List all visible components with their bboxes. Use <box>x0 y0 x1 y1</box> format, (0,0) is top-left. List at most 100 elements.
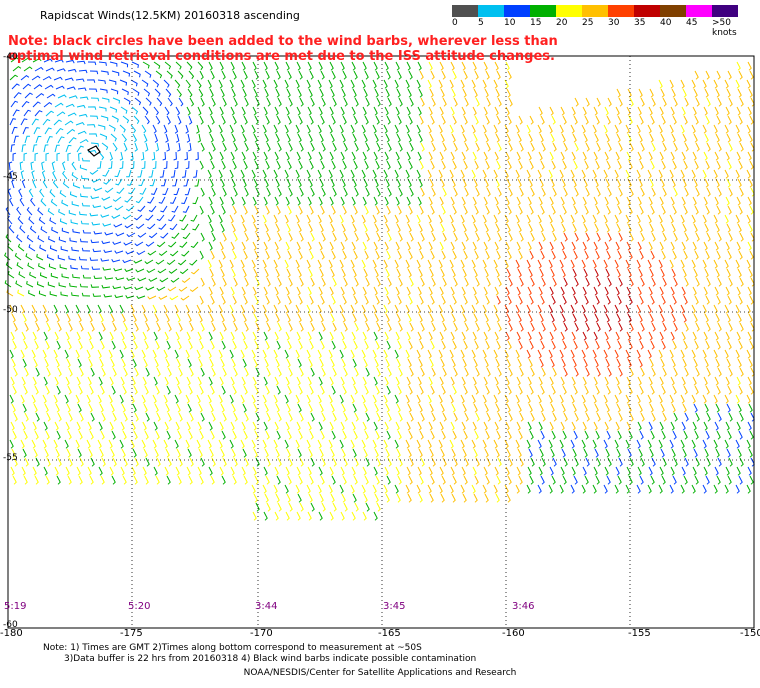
wind-barb <box>67 475 72 485</box>
wind-barb <box>265 115 270 125</box>
wind-barb <box>584 340 589 350</box>
wind-barb <box>439 286 444 296</box>
wind-barb <box>251 439 256 449</box>
wind-barb <box>409 412 414 422</box>
wind-barb <box>449 439 454 449</box>
wind-barb <box>97 394 102 404</box>
wind-barb <box>419 160 424 170</box>
wind-barb <box>691 304 696 314</box>
wind-barb <box>452 475 457 485</box>
wind-barb <box>211 277 216 287</box>
legend-swatch <box>582 5 608 17</box>
wind-barb <box>383 394 388 404</box>
wind-barb <box>449 259 454 269</box>
wind-barb <box>351 61 356 71</box>
wind-barb <box>539 268 544 278</box>
wind-barb <box>449 484 454 494</box>
wind-barb <box>396 358 401 368</box>
wind-barb <box>170 277 180 283</box>
wind-barb <box>725 286 730 296</box>
wind-barb <box>416 349 421 359</box>
wind-barb <box>572 268 577 278</box>
wind-barb <box>483 466 488 476</box>
wind-barb <box>353 430 358 440</box>
wind-barb <box>274 151 279 161</box>
wind-barb <box>386 295 391 305</box>
wind-barb <box>185 79 191 89</box>
wind-barb <box>738 250 743 260</box>
wind-barb <box>145 367 150 377</box>
wind-barb <box>221 295 226 305</box>
wind-barb <box>684 367 689 377</box>
wind-barb <box>165 313 170 323</box>
wind-barb <box>746 124 751 134</box>
wind-barb <box>658 439 663 449</box>
wind-barb <box>617 430 622 440</box>
wind-barb <box>221 475 226 485</box>
wind-barb <box>441 205 446 215</box>
wind-barb <box>374 493 379 503</box>
wind-barb <box>672 295 677 305</box>
wind-barb <box>572 448 577 458</box>
wind-barb <box>111 214 121 219</box>
wind-barb <box>482 484 487 494</box>
wind-barb <box>130 79 138 87</box>
wind-barb <box>648 151 653 161</box>
wind-barb <box>727 205 732 215</box>
wind-barb <box>109 151 114 161</box>
wind-barb <box>298 250 303 260</box>
wind-barb <box>384 196 389 206</box>
wind-barb <box>188 340 193 350</box>
wind-barb <box>529 250 534 260</box>
wind-barb <box>158 250 168 257</box>
wind-barb <box>111 430 116 440</box>
wind-barb <box>647 439 652 449</box>
wind-barb <box>439 376 444 386</box>
wind-barb <box>483 61 488 71</box>
wind-barb <box>109 376 114 386</box>
wind-barb <box>263 376 268 386</box>
wind-barb <box>683 160 688 170</box>
wind-barb <box>275 133 280 143</box>
wind-barb <box>178 412 183 422</box>
wind-barb <box>210 385 215 395</box>
wind-barb <box>475 412 480 422</box>
wind-barb <box>405 484 410 494</box>
wind-barb <box>209 268 214 278</box>
wind-barb <box>252 331 257 341</box>
wind-barb <box>452 115 457 125</box>
wind-barb <box>67 385 72 395</box>
wind-barb <box>352 358 357 368</box>
wind-barb <box>662 277 667 287</box>
wind-barb <box>460 439 465 449</box>
wind-barb <box>562 430 567 440</box>
wind-barb <box>383 484 388 494</box>
wind-barb <box>78 340 83 350</box>
wind-barb <box>153 331 158 341</box>
wind-barb <box>386 340 391 350</box>
wind-barb <box>287 250 292 260</box>
wind-barb <box>705 295 710 305</box>
wind-barb <box>606 115 611 125</box>
wind-barb <box>306 79 311 89</box>
wind-barb <box>144 259 154 265</box>
wind-barb <box>405 259 410 269</box>
wind-barb <box>460 169 465 179</box>
wind-barb <box>614 439 619 449</box>
wind-barb <box>317 394 322 404</box>
wind-barb <box>340 241 345 251</box>
wind-barb <box>739 97 744 107</box>
wind-barb <box>607 187 612 197</box>
wind-barb <box>673 322 678 332</box>
wind-barb <box>100 115 109 121</box>
wind-barb <box>615 286 620 296</box>
wind-barb <box>695 232 700 242</box>
wind-barb <box>660 358 665 368</box>
wind-barb <box>419 430 424 440</box>
wind-barb <box>21 331 26 341</box>
wind-barb <box>91 221 101 226</box>
wind-barb <box>705 430 710 440</box>
wind-barb <box>340 151 345 161</box>
wind-barb <box>200 97 205 107</box>
wind-barb <box>90 367 95 377</box>
